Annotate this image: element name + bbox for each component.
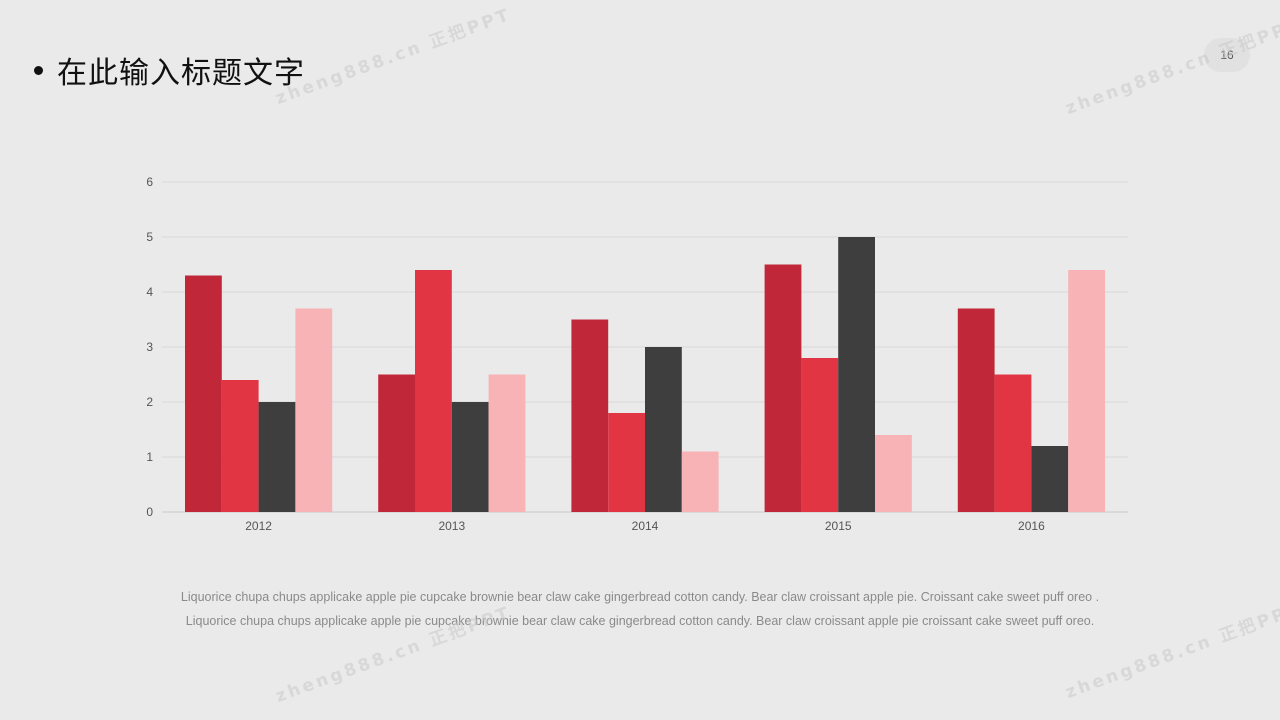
bar-2014-series-4 (681, 451, 719, 512)
bar-2016-series-1 (957, 308, 995, 512)
bar-2014-series-1 (571, 319, 609, 512)
bar-2013-series-1 (378, 374, 415, 512)
x-tick-label: 2014 (632, 519, 659, 533)
x-tick-label: 2016 (1018, 519, 1045, 533)
watermark: zheng888.cn 正把PPT (1062, 598, 1280, 703)
bar-2015-series-4 (875, 435, 912, 512)
y-tick-label: 4 (146, 285, 153, 299)
bar-2013-series-2 (415, 270, 452, 512)
page-number: 16 (1204, 38, 1250, 72)
bar-2013-series-3 (451, 402, 489, 512)
bar-2016-series-4 (1068, 270, 1105, 512)
bar-2013-series-4 (488, 374, 526, 512)
caption-line-2: Liquorice chupa chups applicake apple pi… (185, 614, 1095, 628)
bar-2016-series-3 (1031, 446, 1069, 512)
bar-2016-series-2 (994, 374, 1032, 512)
title-row: 在此输入标题文字 (34, 48, 305, 92)
bar-2014-series-2 (608, 413, 645, 512)
bar-2012-series-3 (258, 402, 296, 512)
y-axis-ticks: 0 1 2 3 4 5 6 (146, 175, 153, 519)
bar-2015-series-2 (801, 358, 839, 512)
x-tick-label: 2015 (825, 519, 852, 533)
bar-2012-series-4 (295, 308, 333, 512)
bar-2012-series-1 (185, 275, 222, 512)
y-tick-label: 3 (146, 340, 153, 354)
x-tick-label: 2013 (438, 519, 465, 533)
bar-2014-series-3 (645, 347, 682, 512)
bar-2015-series-3 (838, 237, 875, 512)
x-axis-ticks: 2012 2013 2014 2015 2016 (245, 519, 1045, 533)
x-tick-label: 2012 (245, 519, 272, 533)
slide-title: 在此输入标题文字 (57, 56, 305, 91)
chart-bars (185, 237, 1105, 512)
bar-2015-series-1 (764, 264, 802, 512)
caption-line-1: Liquorice chupa chups applicake apple pi… (180, 590, 1100, 604)
y-tick-label: 1 (146, 450, 153, 464)
bar-2012-series-2 (221, 380, 259, 512)
y-tick-label: 2 (146, 395, 153, 409)
bar-chart: 0 1 2 3 4 5 6 2012 2013 2014 2015 2016 (146, 175, 1128, 533)
y-tick-label: 6 (146, 175, 153, 189)
y-tick-label: 0 (146, 505, 153, 519)
y-tick-label: 5 (146, 230, 153, 244)
bullet-icon (34, 65, 43, 75)
